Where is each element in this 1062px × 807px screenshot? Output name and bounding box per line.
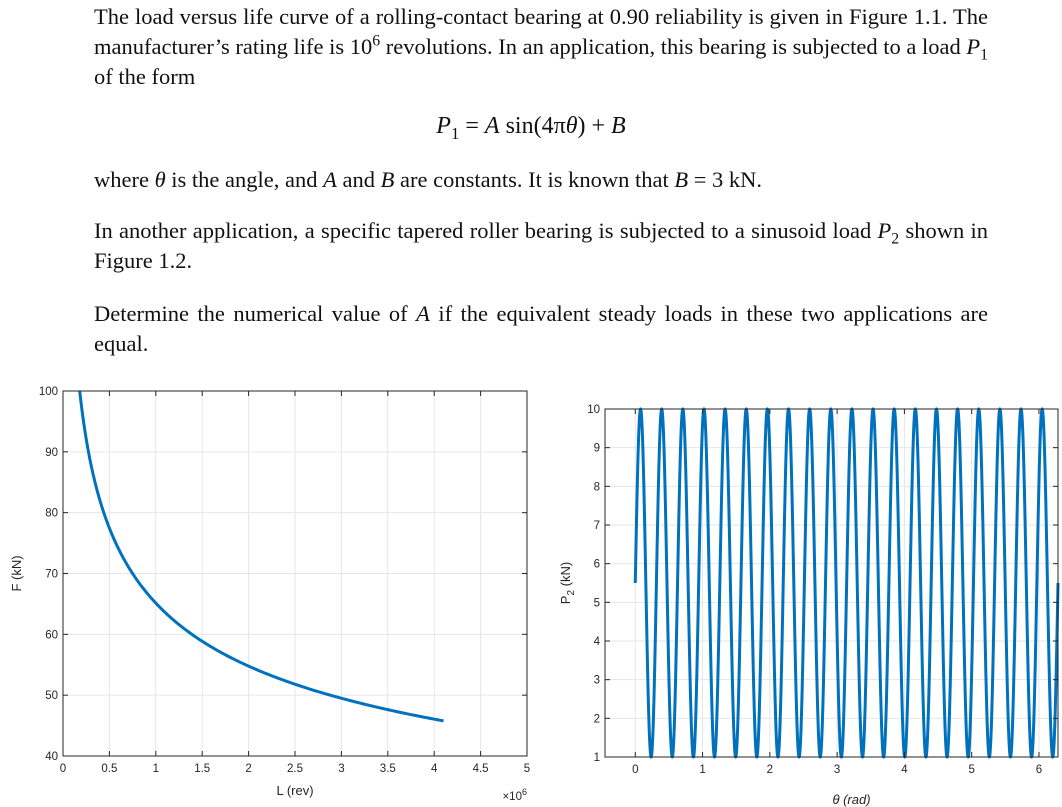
y-tick-label-4: 5 (594, 597, 600, 609)
y-axis-label: F (kN) (9, 555, 24, 591)
x-tick-label-9: 4.5 (473, 763, 489, 775)
y-tick-label-0: 1 (594, 752, 600, 764)
y-axis-label: P2 (kN) (558, 562, 577, 604)
x-tick-label-7: 3.5 (380, 763, 396, 775)
plot-frame (604, 408, 1059, 758)
x-tick-label-5: 2.5 (287, 763, 303, 775)
x-tick-label-1: 0.5 (101, 763, 117, 775)
x-tick-label-6: 3 (338, 763, 344, 775)
x-exponent-label: ×106 (502, 787, 527, 803)
y-tick-label-2: 60 (45, 629, 58, 641)
y-tick-label-4: 80 (45, 508, 58, 520)
x-tick-label-2: 1 (153, 763, 159, 775)
x-tick-label-3: 1.5 (194, 763, 210, 775)
y-tick-label-3: 4 (594, 636, 601, 648)
x-axis-label: θ (rad) (832, 792, 870, 807)
x-tick-label-8: 4 (431, 763, 438, 775)
y-tick-label-6: 100 (39, 386, 58, 398)
x-tick-label-1: 1 (699, 764, 705, 776)
x-tick-label-2: 2 (767, 764, 773, 776)
x-tick-label-10: 5 (524, 763, 530, 775)
y-tick-label-5: 90 (45, 447, 58, 459)
x-tick-label-4: 4 (901, 764, 908, 776)
problem-paragraph-1: The load versus life curve of a rolling-… (94, 4, 988, 89)
y-tick-label-5: 6 (594, 559, 600, 571)
problem-paragraph-2: where θ is the angle, and A and B are co… (94, 167, 763, 192)
chart-2: 0 1 2 3 4 5 6 1 2 3 4 5 6 7 8 9 10 θ (rad) P2 (kN) (558, 404, 1060, 807)
x-tick-label-0: 0 (60, 763, 66, 775)
x-tick-label-6: 6 (1036, 764, 1042, 776)
problem-paragraph-3: In another application, a specific taper… (94, 218, 988, 273)
x-tick-label-0: 0 (632, 764, 638, 776)
y-tick-label-8: 9 (594, 443, 600, 455)
chart-1: 0 0.5 1 1.5 2 2.5 3 3.5 4 4.5 5 40 50 60 70 80 90 100 L (r… (9, 386, 530, 803)
y-tick-label-7: 8 (594, 481, 600, 493)
y-tick-label-2: 3 (594, 675, 600, 687)
x-axis-label: L (rev) (276, 783, 313, 798)
y-tick-label-1: 2 (594, 713, 600, 725)
x-tick-label-5: 5 (968, 764, 974, 776)
series-line (633, 407, 1060, 759)
x-tick-label-4: 2 (245, 763, 251, 775)
y-tick-label-6: 7 (594, 520, 600, 532)
problem-paragraph-4: Determine the numerical value of A if th… (94, 301, 988, 356)
series-line (78, 390, 444, 723)
y-tick-label-1: 50 (45, 690, 58, 702)
y-tick-label-3: 70 (45, 569, 58, 581)
y-tick-label-9: 10 (587, 404, 600, 416)
load-formula: P1 = A sin(4πθ) + B (436, 113, 626, 143)
y-tick-label-0: 40 (45, 751, 58, 763)
x-tick-label-3: 3 (834, 764, 840, 776)
